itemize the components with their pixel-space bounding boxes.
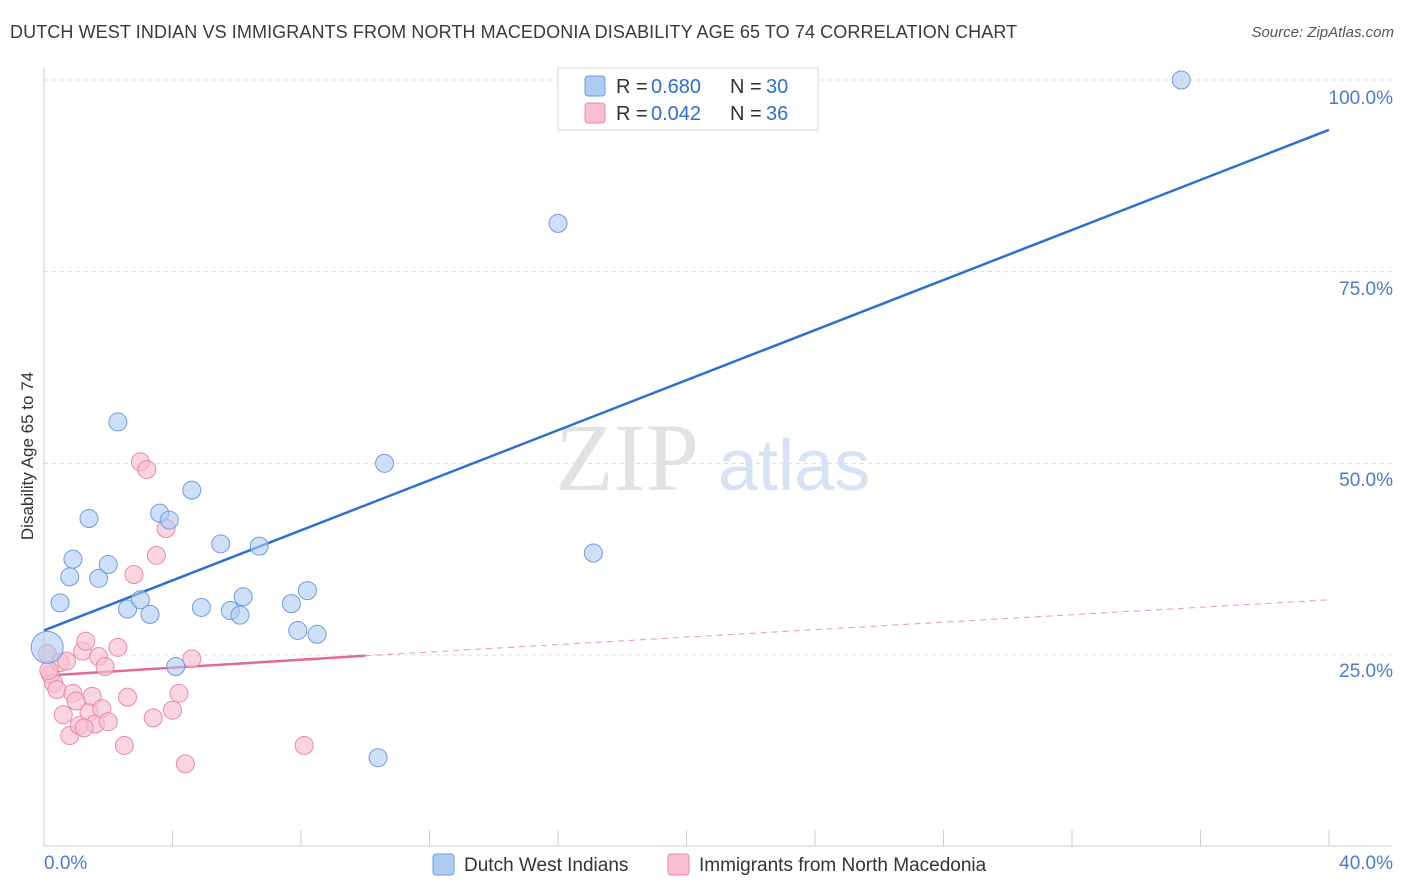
chart-title: DUTCH WEST INDIAN VS IMMIGRANTS FROM NOR… <box>10 22 1018 42</box>
data-point-north-macedonia <box>114 735 134 755</box>
data-point-north-macedonia <box>39 660 59 680</box>
legend-n-value-blue: 30 <box>766 76 788 98</box>
data-point-dutch-west-indians <box>583 543 603 563</box>
watermark-zip: ZIP <box>555 404 699 511</box>
series-legend: Dutch West Indians Immigrants from North… <box>432 853 987 876</box>
data-point-dutch-west-indians <box>307 624 327 644</box>
data-point-north-macedonia <box>163 700 182 720</box>
data-point-dutch-west-indians <box>50 593 70 613</box>
series-legend-swatch-pink <box>667 853 690 876</box>
legend-n-label-pink: N = <box>730 103 762 125</box>
series-legend-label-pink: Immigrants from North Macedonia <box>699 855 987 876</box>
trend-line-dutch-west-indians <box>43 128 1330 632</box>
trend-line-north-macedonia <box>43 654 366 677</box>
data-point-north-macedonia <box>124 565 144 584</box>
data-point-dutch-west-indians <box>79 509 99 529</box>
data-point-dutch-west-indians <box>30 630 64 664</box>
data-point-north-macedonia <box>47 680 67 699</box>
y-axis-title: Disability Age 65 to 74 <box>18 372 37 540</box>
data-point-dutch-west-indians <box>98 555 118 575</box>
data-point-north-macedonia <box>137 459 157 479</box>
x-tick-label-min: 0.0% <box>44 853 87 874</box>
y-tick-label-100: 100.0% <box>1329 88 1394 109</box>
series-dutch-west-indians-points <box>30 70 1191 768</box>
data-point-north-macedonia <box>74 718 94 738</box>
y-tick-label-75: 75.0% <box>1339 279 1393 300</box>
data-point-north-macedonia <box>53 705 73 725</box>
data-point-dutch-west-indians <box>63 549 83 569</box>
data-point-dutch-west-indians <box>1171 70 1191 90</box>
data-point-north-macedonia <box>175 754 195 774</box>
source-credit: Source: ZipAtlas.com <box>1251 24 1394 41</box>
legend-n-value-pink: 36 <box>766 103 788 125</box>
data-point-dutch-west-indians <box>233 587 253 607</box>
gridlines <box>44 79 1392 656</box>
data-point-north-macedonia <box>118 687 138 707</box>
series-legend-swatch-blue <box>432 853 455 876</box>
data-point-dutch-west-indians <box>375 453 395 473</box>
trend-line-north-macedonia-extension <box>365 599 1330 657</box>
data-point-dutch-west-indians <box>548 213 568 233</box>
legend-r-label-pink: R = <box>616 103 648 125</box>
series-north-macedonia-points <box>37 452 314 774</box>
data-point-north-macedonia <box>169 683 189 703</box>
data-point-north-macedonia <box>56 651 76 671</box>
watermark-atlas: atlas <box>718 426 870 506</box>
legend-r-label-blue: R = <box>616 76 648 98</box>
data-point-dutch-west-indians <box>166 657 186 676</box>
data-point-north-macedonia <box>98 712 118 732</box>
series-legend-label-blue: Dutch West Indians <box>464 855 628 876</box>
y-tick-label-25: 25.0% <box>1339 661 1393 682</box>
data-point-dutch-west-indians <box>297 581 317 601</box>
data-point-dutch-west-indians <box>249 536 269 556</box>
stats-legend: R = 0.680 N = 30 R = 0.042 N = 36 <box>557 67 819 131</box>
data-point-dutch-west-indians <box>230 605 250 625</box>
legend-swatch-pink <box>584 102 606 124</box>
data-point-dutch-west-indians <box>211 534 231 554</box>
data-point-dutch-west-indians <box>140 604 160 624</box>
data-point-north-macedonia <box>182 649 202 669</box>
legend-r-value-blue: 0.680 <box>651 76 701 98</box>
x-axis-ticks <box>43 830 1330 846</box>
data-point-north-macedonia <box>146 545 166 565</box>
data-point-dutch-west-indians <box>281 594 301 614</box>
data-point-dutch-west-indians <box>89 568 109 588</box>
legend-n-label-blue: N = <box>730 76 762 98</box>
data-point-north-macedonia <box>76 631 96 651</box>
data-point-dutch-west-indians <box>368 748 388 768</box>
data-point-north-macedonia <box>294 735 314 755</box>
data-point-dutch-west-indians <box>182 480 202 500</box>
data-point-dutch-west-indians <box>191 597 211 617</box>
data-point-dutch-west-indians <box>130 590 150 610</box>
data-point-dutch-west-indians <box>118 599 138 619</box>
data-point-dutch-west-indians <box>60 567 80 587</box>
data-point-dutch-west-indians <box>108 412 128 432</box>
legend-r-value-pink: 0.042 <box>651 103 701 125</box>
data-point-north-macedonia <box>143 708 163 728</box>
x-tick-label-max: 40.0% <box>1339 853 1393 874</box>
data-point-dutch-west-indians <box>159 510 179 530</box>
data-point-dutch-west-indians <box>288 620 308 640</box>
data-point-north-macedonia <box>95 657 115 676</box>
data-point-north-macedonia <box>108 637 128 657</box>
legend-swatch-blue <box>584 75 606 97</box>
y-tick-label-50: 50.0% <box>1339 470 1393 491</box>
